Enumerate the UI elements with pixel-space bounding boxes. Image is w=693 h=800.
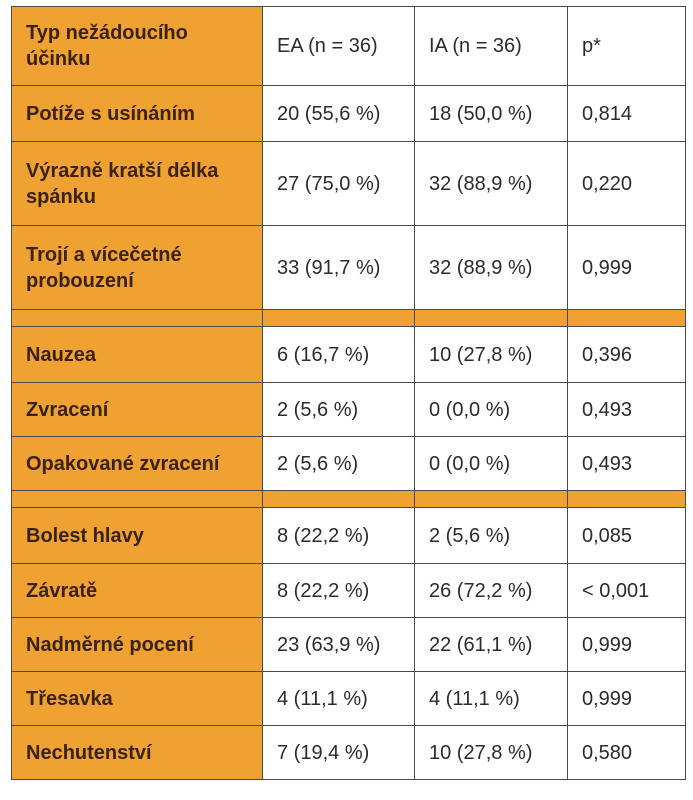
row-ia-value: 2 (5,6 %) bbox=[414, 507, 568, 564]
row-label: Potíže s usínáním bbox=[11, 85, 263, 142]
row-p-value: 0,493 bbox=[567, 382, 686, 437]
row-p-value: 0,493 bbox=[567, 436, 686, 491]
table-row: Opakované zvracení 2 (5,6 %) 0 (0,0 %) 0… bbox=[11, 436, 686, 491]
row-ea-value: 23 (63,9 %) bbox=[262, 617, 415, 672]
separator-cell bbox=[414, 490, 568, 508]
row-ea-value: 2 (5,6 %) bbox=[262, 382, 415, 437]
row-label: Třesavka bbox=[11, 671, 263, 726]
row-ea-value: 20 (55,6 %) bbox=[262, 85, 415, 142]
row-ea-value: 8 (22,2 %) bbox=[262, 507, 415, 564]
row-label: Výrazně kratší délka spánku bbox=[11, 141, 263, 226]
row-label: Trojí a vícečetné probouzení bbox=[11, 225, 263, 310]
row-ia-value: 22 (61,1 %) bbox=[414, 617, 568, 672]
table-row: Výrazně kratší délka spánku 27 (75,0 %) … bbox=[11, 141, 686, 226]
adverse-effects-table: Typ nežádoucího účinku EA (n = 36) IA (n… bbox=[11, 6, 686, 780]
header-row: Typ nežádoucího účinku EA (n = 36) IA (n… bbox=[11, 6, 686, 86]
row-ea-value: 2 (5,6 %) bbox=[262, 436, 415, 491]
separator-cell bbox=[567, 309, 686, 327]
table-row: Závratě 8 (22,2 %) 26 (72,2 %) < 0,001 bbox=[11, 563, 686, 618]
row-ea-value: 6 (16,7 %) bbox=[262, 326, 415, 383]
separator-cell bbox=[567, 490, 686, 508]
header-ia-cell: IA (n = 36) bbox=[414, 6, 568, 86]
table-row: Nechutenství 7 (19,4 %) 10 (27,8 %) 0,58… bbox=[11, 725, 686, 780]
row-label: Nadměrné pocení bbox=[11, 617, 263, 672]
table-row: Nauzea 6 (16,7 %) 10 (27,8 %) 0,396 bbox=[11, 326, 686, 383]
row-ea-value: 27 (75,0 %) bbox=[262, 141, 415, 226]
group-separator-row bbox=[11, 490, 686, 508]
group-separator-row bbox=[11, 309, 686, 327]
row-ia-value: 0 (0,0 %) bbox=[414, 436, 568, 491]
row-label: Nechutenství bbox=[11, 725, 263, 780]
row-ia-value: 26 (72,2 %) bbox=[414, 563, 568, 618]
row-p-value: 0,580 bbox=[567, 725, 686, 780]
separator-cell bbox=[262, 490, 415, 508]
row-ia-value: 32 (88,9 %) bbox=[414, 141, 568, 226]
header-p-cell: p* bbox=[567, 6, 686, 86]
separator-cell bbox=[262, 309, 415, 327]
row-ia-value: 10 (27,8 %) bbox=[414, 326, 568, 383]
row-ia-value: 32 (88,9 %) bbox=[414, 225, 568, 310]
row-p-value: 0,999 bbox=[567, 671, 686, 726]
header-ea-cell: EA (n = 36) bbox=[262, 6, 415, 86]
row-label: Bolest hlavy bbox=[11, 507, 263, 564]
table-row: Bolest hlavy 8 (22,2 %) 2 (5,6 %) 0,085 bbox=[11, 507, 686, 564]
row-p-value: 0,396 bbox=[567, 326, 686, 383]
row-label: Zvracení bbox=[11, 382, 263, 437]
row-p-value: 0,999 bbox=[567, 225, 686, 310]
row-label: Závratě bbox=[11, 563, 263, 618]
separator-cell bbox=[11, 309, 263, 327]
header-label-cell: Typ nežádoucího účinku bbox=[11, 6, 263, 86]
row-p-value: 0,085 bbox=[567, 507, 686, 564]
row-label: Opakované zvracení bbox=[11, 436, 263, 491]
table-row: Potíže s usínáním 20 (55,6 %) 18 (50,0 %… bbox=[11, 85, 686, 142]
table-row: Třesavka 4 (11,1 %) 4 (11,1 %) 0,999 bbox=[11, 671, 686, 726]
row-label: Nauzea bbox=[11, 326, 263, 383]
row-p-value: 0,220 bbox=[567, 141, 686, 226]
row-ia-value: 18 (50,0 %) bbox=[414, 85, 568, 142]
row-p-value: < 0,001 bbox=[567, 563, 686, 618]
table-row: Zvracení 2 (5,6 %) 0 (0,0 %) 0,493 bbox=[11, 382, 686, 437]
row-p-value: 0,814 bbox=[567, 85, 686, 142]
row-ia-value: 4 (11,1 %) bbox=[414, 671, 568, 726]
row-ea-value: 4 (11,1 %) bbox=[262, 671, 415, 726]
separator-cell bbox=[414, 309, 568, 327]
row-p-value: 0,999 bbox=[567, 617, 686, 672]
row-ea-value: 33 (91,7 %) bbox=[262, 225, 415, 310]
table-row: Trojí a vícečetné probouzení 33 (91,7 %)… bbox=[11, 225, 686, 310]
row-ea-value: 8 (22,2 %) bbox=[262, 563, 415, 618]
row-ia-value: 10 (27,8 %) bbox=[414, 725, 568, 780]
separator-cell bbox=[11, 490, 263, 508]
table-row: Nadměrné pocení 23 (63,9 %) 22 (61,1 %) … bbox=[11, 617, 686, 672]
row-ia-value: 0 (0,0 %) bbox=[414, 382, 568, 437]
row-ea-value: 7 (19,4 %) bbox=[262, 725, 415, 780]
